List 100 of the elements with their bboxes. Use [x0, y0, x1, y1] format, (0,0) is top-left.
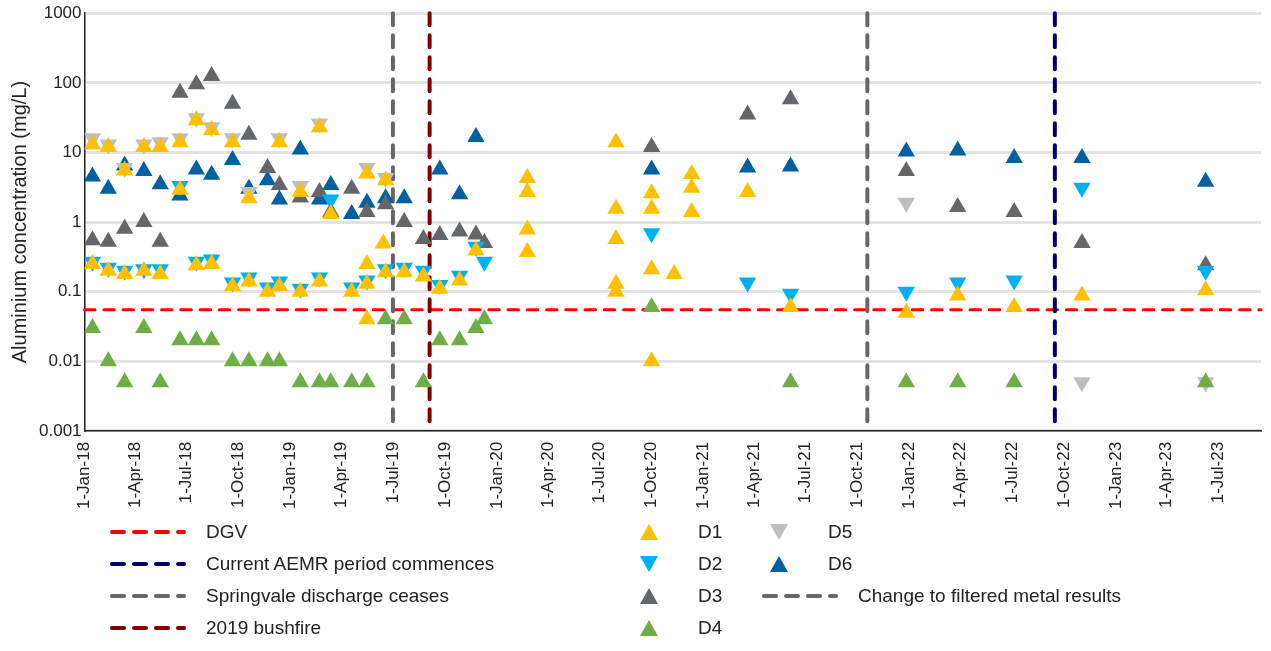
point: [450, 330, 469, 346]
x-tick-label: 1-Oct-20: [641, 441, 661, 509]
point: [310, 182, 329, 198]
y-tick-label: 0.1: [57, 281, 82, 301]
point: [897, 141, 915, 157]
point: [99, 351, 117, 367]
y-axis-title: Aluminium concentration (mg/L): [7, 80, 30, 364]
point: [642, 297, 661, 313]
y-tick-label: 0.01: [48, 350, 82, 370]
point: [897, 372, 915, 388]
x-tick-label: 1-Jul-18: [176, 441, 196, 504]
point: [897, 161, 915, 177]
point: [414, 372, 433, 388]
point: [358, 201, 376, 217]
y-tick-label: 1000: [43, 2, 82, 22]
point: [467, 318, 485, 334]
x-tick-label: 1-Apr-21: [744, 441, 764, 509]
x-tick-label: 1-Oct-21: [847, 441, 867, 509]
x-tick-label: 1-Apr-18: [125, 441, 145, 509]
point: [949, 140, 967, 156]
point: [395, 212, 413, 228]
point: [781, 372, 800, 388]
y-tick-label: 1: [72, 211, 82, 231]
y-tick-label: 0.001: [38, 420, 82, 440]
point: [291, 139, 309, 155]
legend-label: DGV: [206, 521, 248, 543]
point: [395, 309, 413, 325]
point: [949, 372, 967, 388]
point: [642, 136, 661, 152]
point: [270, 351, 289, 367]
point: [115, 218, 134, 234]
point: [376, 194, 395, 210]
point: [223, 351, 242, 367]
point: [1196, 171, 1215, 187]
x-tick-label: 1-Apr-20: [537, 441, 557, 509]
point: [84, 230, 102, 246]
legend-label: D2: [698, 553, 723, 575]
x-tick-label: 1-Jul-19: [382, 441, 402, 504]
point: [240, 351, 258, 367]
point: [450, 184, 469, 200]
point: [291, 372, 309, 388]
point: [1073, 233, 1091, 249]
x-tick-label: 1-Jul-20: [589, 441, 609, 504]
point: [431, 159, 449, 175]
point: [202, 164, 221, 180]
point: [151, 372, 169, 388]
point: [1005, 148, 1023, 164]
point: [1005, 372, 1023, 388]
point: [223, 149, 242, 165]
point: [431, 225, 449, 241]
point: [171, 82, 189, 98]
point: [431, 330, 449, 346]
point: [781, 156, 800, 172]
point: [258, 157, 277, 173]
legend-label: D6: [828, 553, 853, 575]
point: [642, 159, 661, 175]
point: [202, 330, 221, 346]
point: [475, 309, 494, 325]
point: [202, 66, 221, 82]
point: [240, 124, 258, 140]
x-tick-label: 1-Jul-22: [1001, 441, 1021, 504]
x-tick-label: 1-Jan-20: [486, 441, 506, 510]
point: [738, 157, 757, 173]
point: [270, 175, 289, 191]
point: [343, 178, 361, 194]
x-tick-label: 1-Jan-21: [693, 441, 713, 510]
point: [84, 318, 102, 334]
point: [270, 189, 289, 205]
point: [84, 166, 102, 182]
point: [322, 372, 340, 388]
point: [467, 127, 485, 143]
point: [781, 89, 800, 105]
point: [115, 372, 134, 388]
point: [135, 161, 153, 177]
x-tick-label: 1-Apr-22: [950, 441, 970, 509]
point: [358, 372, 376, 388]
point: [171, 330, 189, 346]
point: [343, 204, 361, 220]
legend-label: D5: [828, 521, 853, 543]
legend-label: D4: [698, 617, 723, 639]
point: [376, 309, 395, 325]
y-tick-label: 100: [53, 72, 82, 92]
point: [949, 196, 967, 212]
x-tick-label: 1-Jan-19: [280, 441, 300, 510]
point: [450, 221, 469, 237]
point: [151, 231, 169, 247]
legend-label: D1: [698, 521, 723, 543]
legend-label: Change to filtered metal results: [858, 585, 1121, 607]
point: [1196, 372, 1215, 388]
point: [1005, 201, 1023, 217]
point: [99, 231, 117, 247]
legend-label: Current AEMR period commences: [206, 553, 495, 575]
x-tick-label: 1-Jan-23: [1105, 441, 1125, 510]
point: [135, 318, 153, 334]
x-tick-label: 1-Oct-18: [228, 441, 248, 509]
point: [187, 74, 206, 90]
point: [322, 175, 340, 191]
point: [135, 212, 153, 228]
y-tick-label: 10: [62, 142, 82, 162]
legend-label: Springvale discharge ceases: [206, 585, 449, 607]
